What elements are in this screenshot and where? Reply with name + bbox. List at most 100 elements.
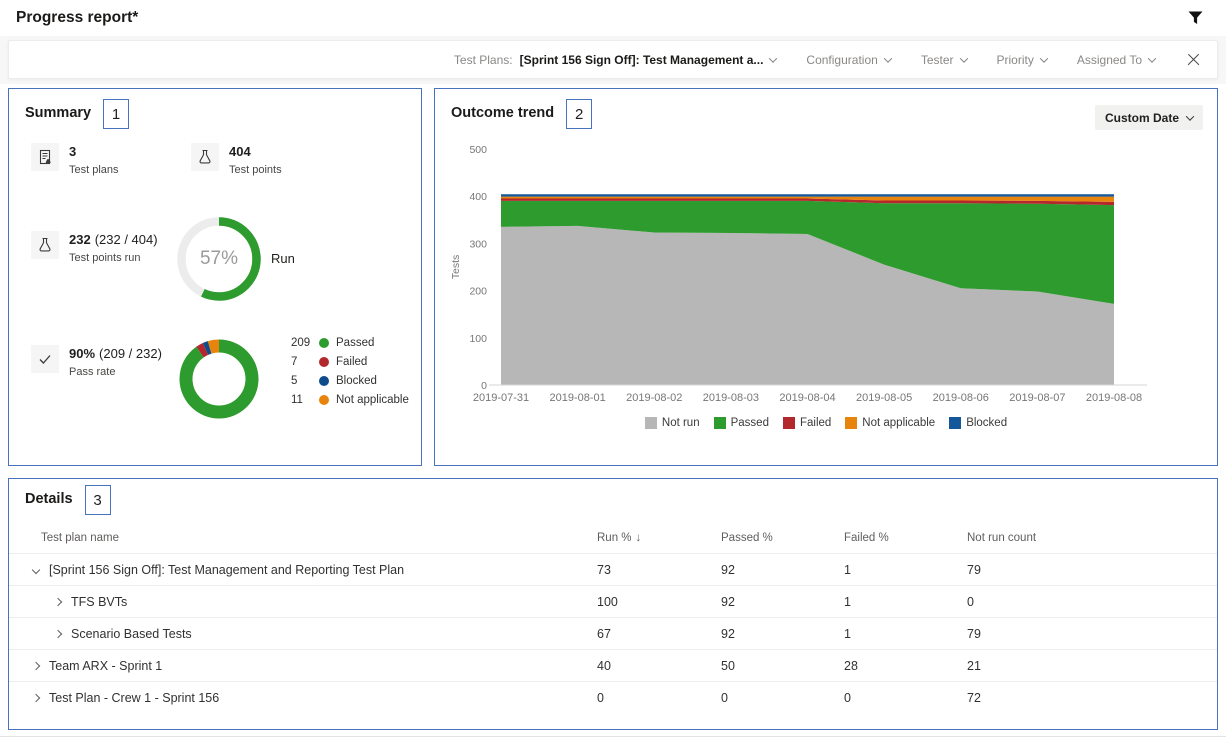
table-row[interactable]: Test Plan - Crew 1 - Sprint 156 0 0 0 72 (9, 681, 1217, 713)
test-plan-name: [Sprint 156 Sign Off]: Test Management a… (49, 562, 405, 577)
stat-test-points: 404 Test points (191, 143, 282, 176)
run-donut-label: Run (271, 251, 295, 266)
filter-configuration-label: Configuration (806, 52, 878, 67)
stat-test-plans: 3 Test plans (31, 143, 119, 176)
svg-text:200: 200 (469, 286, 487, 298)
svg-text:2019-08-01: 2019-08-01 (549, 392, 605, 404)
svg-text:400: 400 (469, 191, 487, 203)
outcome-trend-title: Outcome trend (451, 105, 555, 121)
stat-label: Pass rate (69, 366, 116, 378)
filter-configuration[interactable]: Configuration (806, 52, 893, 67)
svg-text:0: 0 (481, 380, 487, 392)
filter-band: Test Plans: [Sprint 156 Sign Off]: Test … (0, 36, 1226, 84)
page-header: Progress report* (0, 0, 1226, 36)
legend-swatch-icon (644, 417, 657, 429)
chevron-down-icon (1185, 111, 1195, 121)
stat-value: 232 (69, 232, 91, 247)
custom-date-label: Custom Date (1104, 110, 1179, 125)
column-run-percent[interactable]: Run % ↓ (597, 532, 642, 544)
svg-text:Tests: Tests (450, 255, 462, 280)
filter-priority[interactable]: Priority (996, 52, 1049, 67)
flask-icon (31, 231, 59, 259)
svg-text:2019-08-04: 2019-08-04 (779, 392, 835, 404)
column-test-plan-name[interactable]: Test plan name (41, 532, 119, 544)
outcome-trend-chart: 0 100 200 300 400 500 2019-07-31 2019-08-01 2019… (450, 145, 1147, 404)
legend-swatch-icon (845, 417, 858, 429)
flask-icon (191, 143, 219, 171)
not-run-count-value: 0 (967, 594, 974, 609)
not-run-count-value: 79 (967, 562, 981, 577)
chevron-down-icon (883, 53, 893, 63)
failed-percent-value: 1 (844, 594, 851, 609)
table-row[interactable]: Team ARX - Sprint 1 40 50 28 21 (9, 649, 1217, 681)
legend-item-failed: 7 Failed (291, 356, 368, 368)
filter-assigned-to-label: Assigned To (1076, 52, 1142, 67)
table-row[interactable]: TFS BVTs 100 92 1 0 (9, 585, 1217, 617)
legend-swatch-icon (782, 417, 795, 429)
expand-chevron-icon[interactable] (53, 597, 63, 606)
passed-percent-value: 50 (721, 658, 735, 673)
outcome-donut-legend: 209 Passed 7 Failed 5 Blocked 11 Not applica… (291, 337, 409, 406)
passed-percent-value: 92 (721, 562, 735, 577)
details-card: Details 3 Test plan name Run % ↓ Passed %… (8, 478, 1218, 730)
expand-chevron-icon[interactable] (31, 661, 41, 670)
filter-assigned-to[interactable]: Assigned To (1076, 52, 1157, 67)
failed-percent-value: 1 (844, 562, 851, 577)
collapse-chevron-icon[interactable] (31, 565, 41, 574)
outcome-donut-chart (179, 339, 259, 419)
filter-priority-label: Priority (996, 52, 1034, 67)
column-failed-percent[interactable]: Failed % (844, 532, 889, 544)
passed-dot-icon (319, 338, 329, 348)
svg-text:2019-08-08: 2019-08-08 (1086, 392, 1142, 404)
chevron-down-icon (769, 53, 778, 63)
svg-text:2019-08-02: 2019-08-02 (626, 392, 682, 404)
passed-percent-value: 0 (721, 690, 728, 705)
run-donut-chart: 57% (177, 217, 261, 301)
outcome-trend-legend: Not run Passed Failed Not applicable Blocked (435, 417, 1217, 429)
failed-percent-value: 0 (844, 690, 851, 705)
failed-dot-icon (319, 357, 329, 367)
expand-chevron-icon[interactable] (53, 629, 63, 638)
failed-percent-value: 28 (844, 658, 858, 673)
page-title: Progress report* (16, 9, 139, 26)
stat-test-points-run: 232 (232 / 404) Test points run (31, 231, 158, 264)
passed-percent-value: 92 (721, 626, 735, 641)
test-suite-name: Scenario Based Tests (71, 626, 192, 641)
filter-tester[interactable]: Tester (921, 53, 968, 67)
filter-test-plans[interactable]: Test Plans: [Sprint 156 Sign Off]: Test … (454, 52, 778, 67)
expand-chevron-icon[interactable] (31, 693, 41, 702)
not-run-count-value: 21 (967, 658, 981, 673)
passed-percent-value: 92 (721, 594, 735, 609)
run-percent-value: 57% (199, 248, 239, 269)
test-plan-name: Test Plan - Crew 1 - Sprint 156 (49, 690, 220, 705)
filter-test-plans-value: [Sprint 156 Sign Off]: Test Management a… (519, 52, 764, 67)
stat-value: 404 (229, 144, 251, 159)
legend-item-passed: 209 Passed (291, 337, 375, 349)
run-percent-value: 73 (597, 562, 611, 577)
svg-text:2019-08-06: 2019-08-06 (933, 392, 989, 404)
custom-date-button[interactable]: Custom Date (1094, 105, 1203, 130)
stat-label: Test points run (69, 252, 141, 264)
run-percent-value: 67 (597, 626, 611, 641)
svg-text:2019-08-05: 2019-08-05 (856, 392, 912, 404)
svg-text:300: 300 (469, 238, 487, 250)
trend-legend-item: Blocked (949, 417, 1007, 429)
trend-legend-item: Failed (782, 417, 831, 429)
chevron-down-icon (1039, 53, 1049, 63)
legend-item-blocked: 5 Blocked (291, 375, 377, 387)
close-filter-icon[interactable] (1187, 53, 1201, 67)
table-row[interactable]: Scenario Based Tests 67 92 1 79 (9, 617, 1217, 649)
details-table: Test plan name Run % ↓ Passed % Failed % … (9, 523, 1217, 713)
table-row[interactable]: [Sprint 156 Sign Off]: Test Management a… (9, 553, 1217, 585)
column-passed-percent[interactable]: Passed % (721, 532, 773, 544)
stat-suffix: (232 / 404) (94, 232, 158, 247)
stat-value: 90% (69, 346, 96, 361)
chevron-down-icon (1147, 53, 1157, 63)
legend-item-not-applicable: 11 Not applicable (291, 394, 409, 406)
filter-funnel-icon[interactable] (1186, 9, 1204, 27)
run-percent-value: 40 (597, 658, 611, 673)
not-applicable-dot-icon (319, 395, 329, 405)
run-percent-value: 0 (597, 690, 604, 705)
column-not-run-count[interactable]: Not run count (967, 532, 1037, 544)
not-run-count-value: 72 (967, 690, 981, 705)
